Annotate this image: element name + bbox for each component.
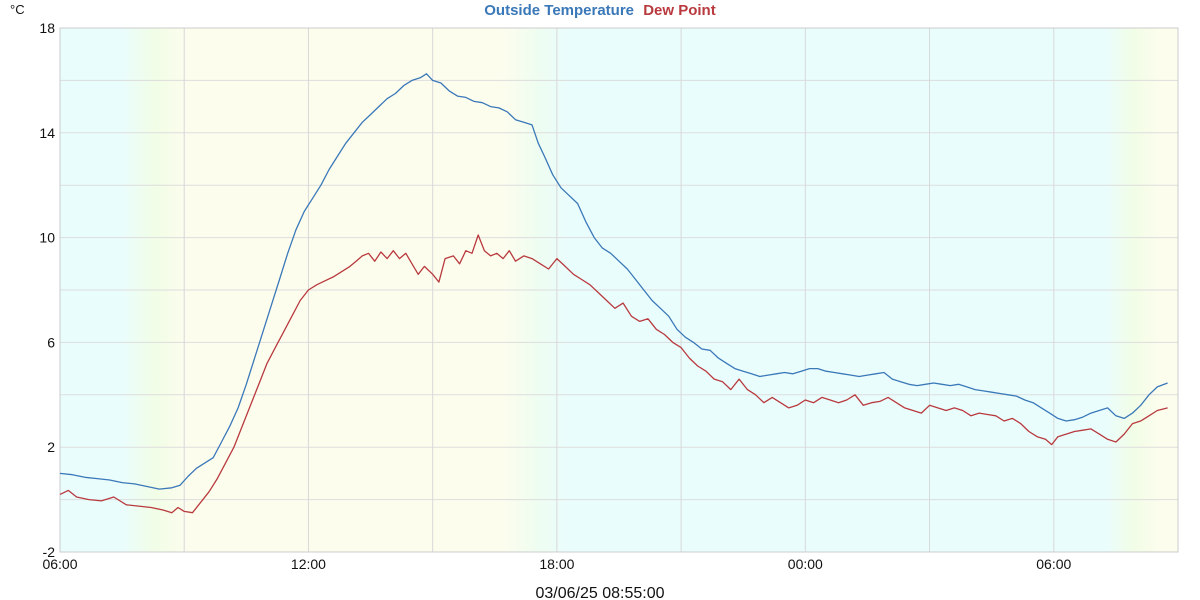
- timestamp-footer: 03/06/25 08:55:00: [535, 585, 664, 600]
- y-tick-label: 18: [39, 20, 55, 36]
- series-line-dew-point: [59, 234, 1168, 514]
- y-tick-labels: 18 14 10 6 2 -2: [39, 20, 55, 560]
- horizontal-grid: [60, 79, 1178, 501]
- series-line-outside-temperature: [59, 73, 1168, 490]
- x-tick-label: 18:00: [539, 556, 574, 572]
- y-tick-label: 2: [47, 439, 55, 455]
- legend-dew-point: Dew Point: [643, 2, 716, 19]
- plot-border: [59, 27, 1179, 553]
- x-tick-label: 06:00: [42, 556, 77, 572]
- x-tick-label: 00:00: [788, 556, 823, 572]
- x-tick-labels: 06:00 12:00 18:00 00:00 06:00: [42, 556, 1071, 572]
- y-tick-label: 10: [39, 230, 55, 246]
- y-axis-unit: °C: [10, 2, 25, 17]
- chart-legend-title: Outside Temperature Dew Point: [484, 2, 715, 19]
- legend-outside-temperature: Outside Temperature: [484, 2, 634, 19]
- y-tick-label: 6: [47, 334, 55, 350]
- series-lines: [59, 73, 1168, 514]
- y-tick-label: -2: [43, 544, 56, 560]
- x-tick-label: 12:00: [291, 556, 326, 572]
- y-tick-label: 14: [39, 125, 55, 141]
- x-tick-label: 06:00: [1036, 556, 1071, 572]
